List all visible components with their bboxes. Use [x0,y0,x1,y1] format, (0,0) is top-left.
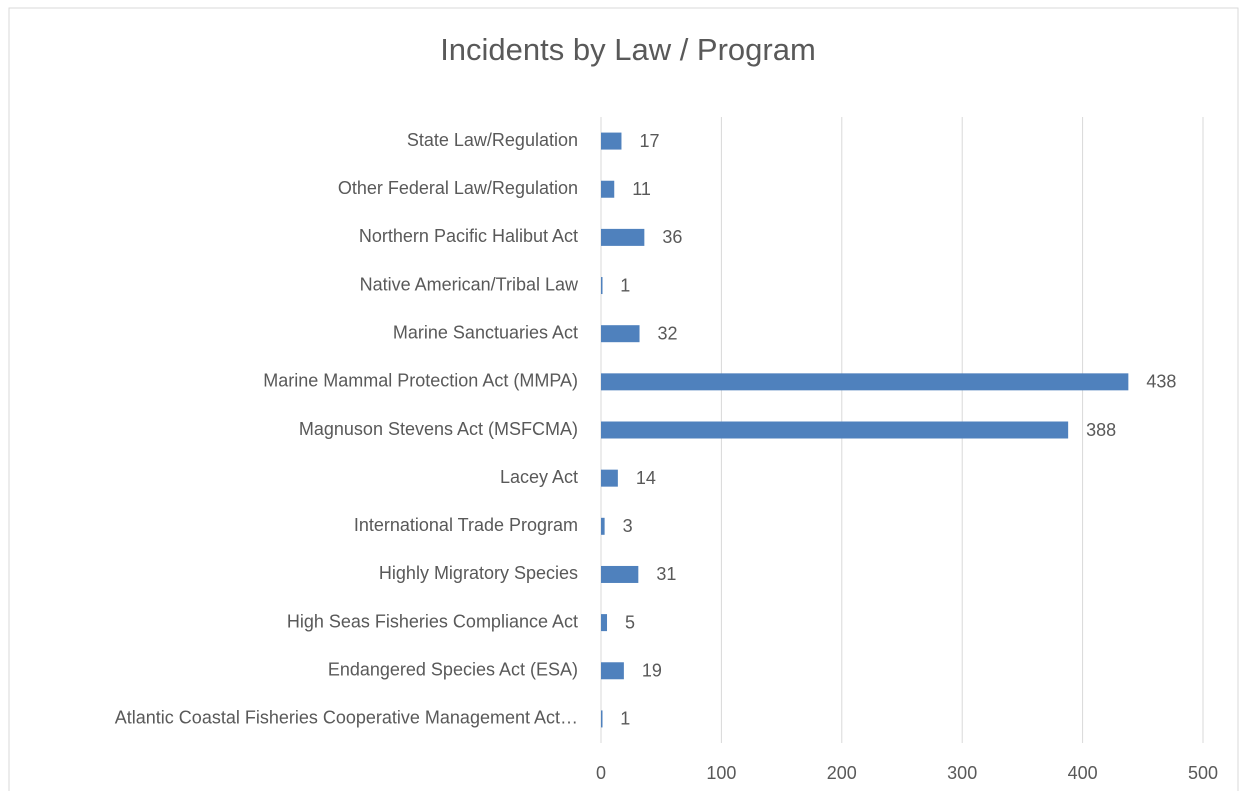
data-label: 1 [620,275,630,295]
y-tick-label: Lacey Act [500,467,578,487]
data-label: 1 [620,709,630,729]
bar [601,228,645,246]
bar [601,180,615,198]
data-label: 5 [625,612,635,632]
data-label: 32 [658,323,678,343]
x-tick-label: 200 [827,763,857,783]
y-tick-label: High Seas Fisheries Compliance Act [287,611,578,631]
data-label: 17 [639,131,659,151]
bar [601,421,1069,439]
y-tick-label: State Law/Regulation [407,130,578,150]
bar [601,469,618,487]
y-tick-label: Northern Pacific Halibut Act [359,226,578,246]
bar [601,662,624,680]
bar [601,614,608,632]
data-label: 3 [623,516,633,536]
bar [601,517,605,535]
y-tick-label: Other Federal Law/Regulation [338,178,578,198]
chart-title: Incidents by Law / Program [440,32,816,67]
x-tick-label: 500 [1188,763,1218,783]
bar [601,565,639,583]
x-tick-label: 300 [947,763,977,783]
data-label: 14 [636,468,656,488]
chart-frame [8,7,1239,791]
y-tick-label: Highly Migratory Species [379,563,578,583]
data-label: 388 [1086,420,1116,440]
y-tick-label: Endangered Species Act (ESA) [328,660,578,680]
data-label: 438 [1146,372,1176,392]
y-tick-label: International Trade Program [354,515,578,535]
data-label: 11 [632,179,651,199]
x-tick-label: 100 [706,763,736,783]
data-label: 19 [642,661,662,681]
bar [601,710,603,728]
bar [601,132,622,150]
x-tick-label: 400 [1068,763,1098,783]
bar [601,373,1129,391]
y-tick-label: Marine Sanctuaries Act [393,322,578,342]
y-tick-label: Native American/Tribal Law [360,274,579,294]
data-label: 36 [662,227,682,247]
bar [601,277,603,295]
bar [601,325,640,343]
data-label: 31 [656,564,676,584]
x-tick-label: 0 [596,763,606,783]
y-tick-label: Atlantic Coastal Fisheries Cooperative M… [115,708,578,728]
y-tick-label: Marine Mammal Protection Act (MMPA) [263,371,578,391]
y-tick-label: Magnuson Stevens Act (MSFCMA) [299,419,578,439]
